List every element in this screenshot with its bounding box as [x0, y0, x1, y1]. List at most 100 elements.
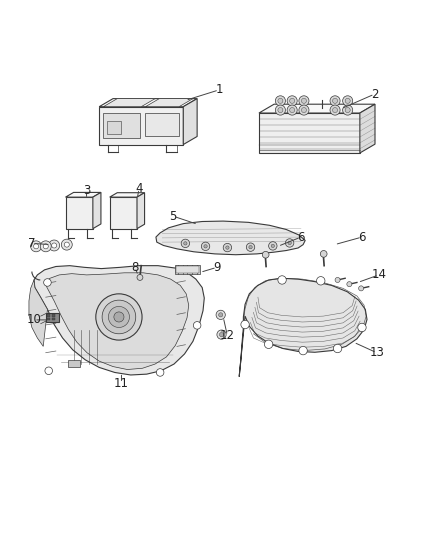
Polygon shape [145, 99, 193, 107]
Circle shape [330, 96, 340, 106]
Circle shape [320, 251, 327, 257]
Polygon shape [29, 280, 47, 346]
Circle shape [358, 324, 366, 332]
Circle shape [114, 312, 124, 322]
Bar [176, 265, 199, 273]
Bar [112, 201, 121, 208]
Circle shape [184, 241, 187, 245]
Bar [145, 113, 179, 136]
Circle shape [268, 241, 277, 250]
Text: 6: 6 [297, 231, 305, 244]
Bar [112, 217, 121, 224]
Circle shape [96, 294, 142, 340]
Text: 7: 7 [28, 237, 35, 250]
Circle shape [43, 244, 48, 249]
Text: 1: 1 [215, 83, 223, 96]
Circle shape [201, 242, 210, 251]
Circle shape [345, 108, 350, 112]
Polygon shape [103, 99, 155, 107]
Circle shape [276, 105, 286, 115]
Circle shape [290, 108, 295, 112]
Circle shape [345, 98, 350, 103]
Circle shape [359, 286, 364, 291]
Circle shape [34, 244, 39, 249]
Bar [124, 209, 134, 216]
Circle shape [317, 277, 325, 285]
Circle shape [278, 276, 286, 284]
Circle shape [223, 244, 232, 252]
Circle shape [299, 346, 307, 355]
Circle shape [335, 278, 340, 282]
Circle shape [299, 96, 309, 106]
Circle shape [40, 241, 51, 252]
Circle shape [287, 105, 297, 115]
Text: 4: 4 [135, 182, 143, 195]
Bar [124, 201, 134, 208]
Polygon shape [183, 99, 197, 144]
Circle shape [290, 98, 295, 103]
Circle shape [249, 246, 252, 249]
Bar [124, 217, 134, 224]
Circle shape [286, 239, 294, 247]
Text: 13: 13 [369, 346, 384, 359]
Circle shape [31, 241, 42, 252]
Polygon shape [259, 113, 360, 153]
Circle shape [44, 279, 51, 286]
Circle shape [330, 105, 340, 115]
Bar [68, 360, 80, 367]
Text: 14: 14 [371, 269, 386, 281]
Bar [112, 209, 121, 216]
Circle shape [343, 105, 353, 115]
Polygon shape [137, 193, 145, 229]
Polygon shape [110, 193, 145, 197]
Circle shape [219, 333, 224, 337]
Circle shape [288, 241, 291, 245]
Circle shape [301, 108, 307, 112]
Bar [107, 122, 121, 134]
Polygon shape [360, 104, 375, 153]
Text: 3: 3 [83, 184, 90, 197]
Text: 8: 8 [131, 261, 138, 274]
Bar [67, 208, 78, 225]
Circle shape [52, 243, 57, 248]
Polygon shape [99, 99, 197, 107]
Bar [102, 113, 140, 138]
Bar [175, 265, 200, 274]
Circle shape [332, 108, 338, 112]
Circle shape [301, 98, 307, 103]
Circle shape [102, 300, 136, 334]
Circle shape [276, 96, 286, 106]
Bar [52, 318, 55, 320]
Circle shape [204, 245, 207, 248]
Circle shape [246, 243, 255, 252]
Circle shape [219, 313, 223, 317]
Text: 6: 6 [358, 231, 366, 244]
Polygon shape [66, 197, 93, 229]
Bar [52, 314, 55, 317]
Circle shape [226, 246, 229, 249]
Circle shape [262, 252, 269, 258]
Text: 11: 11 [114, 377, 129, 390]
Circle shape [137, 274, 143, 280]
Polygon shape [110, 197, 137, 229]
Circle shape [299, 105, 309, 115]
Circle shape [64, 242, 69, 247]
Circle shape [241, 320, 249, 329]
Bar [47, 318, 50, 320]
Circle shape [278, 108, 283, 112]
Circle shape [49, 240, 60, 251]
Text: 2: 2 [371, 87, 378, 101]
Circle shape [109, 306, 130, 327]
Text: 9: 9 [213, 261, 221, 274]
Circle shape [193, 321, 201, 329]
Bar [47, 314, 50, 317]
Circle shape [61, 239, 72, 250]
Circle shape [332, 98, 338, 103]
Bar [46, 313, 59, 322]
Polygon shape [34, 265, 204, 375]
Text: 5: 5 [169, 209, 177, 223]
Text: 10: 10 [27, 313, 42, 326]
Polygon shape [99, 107, 183, 144]
Circle shape [271, 244, 275, 247]
Polygon shape [93, 192, 101, 229]
